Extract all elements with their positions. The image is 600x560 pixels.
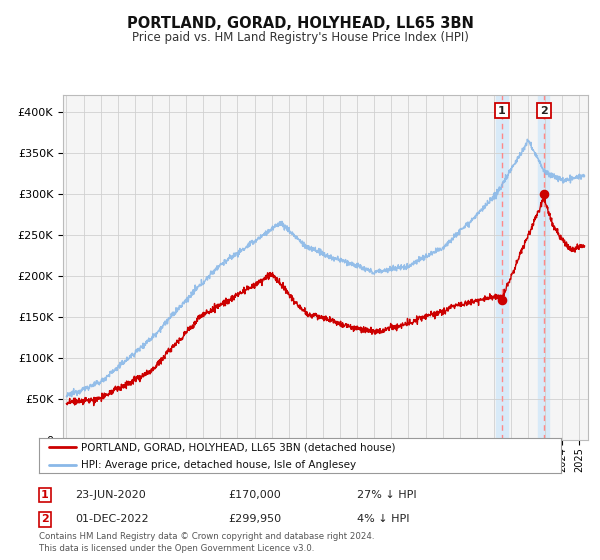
Text: 01-DEC-2022: 01-DEC-2022 <box>75 514 149 524</box>
Text: 4% ↓ HPI: 4% ↓ HPI <box>357 514 409 524</box>
Text: 2: 2 <box>41 514 49 524</box>
Text: Contains HM Land Registry data © Crown copyright and database right 2024.
This d: Contains HM Land Registry data © Crown c… <box>39 533 374 553</box>
Text: £299,950: £299,950 <box>228 514 281 524</box>
Text: Price paid vs. HM Land Registry's House Price Index (HPI): Price paid vs. HM Land Registry's House … <box>131 31 469 44</box>
Bar <box>496 95 508 440</box>
Text: HPI: Average price, detached house, Isle of Anglesey: HPI: Average price, detached house, Isle… <box>81 460 356 469</box>
Text: 1: 1 <box>41 490 49 500</box>
Text: £170,000: £170,000 <box>228 490 281 500</box>
Text: 23-JUN-2020: 23-JUN-2020 <box>75 490 146 500</box>
Text: 27% ↓ HPI: 27% ↓ HPI <box>357 490 416 500</box>
Point <box>539 189 548 198</box>
Text: 1: 1 <box>498 106 506 116</box>
Bar <box>538 95 550 440</box>
Text: PORTLAND, GORAD, HOLYHEAD, LL65 3BN: PORTLAND, GORAD, HOLYHEAD, LL65 3BN <box>127 16 473 31</box>
Text: 2: 2 <box>540 106 548 116</box>
Text: PORTLAND, GORAD, HOLYHEAD, LL65 3BN (detached house): PORTLAND, GORAD, HOLYHEAD, LL65 3BN (det… <box>81 442 395 452</box>
Point <box>497 296 507 305</box>
